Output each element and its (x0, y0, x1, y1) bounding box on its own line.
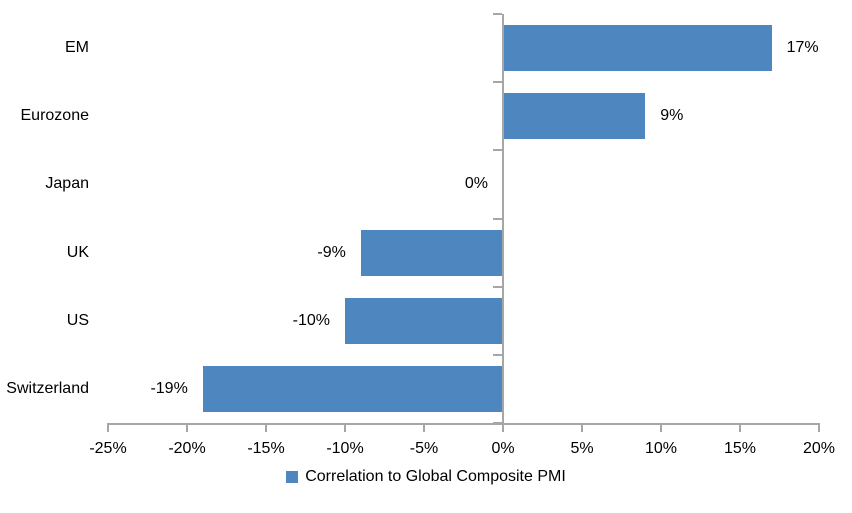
x-tick-label: 20% (802, 440, 836, 457)
value-label: 17% (786, 39, 819, 57)
category-label: US (66, 311, 89, 329)
bar (503, 25, 772, 72)
category-tick (493, 353, 502, 356)
x-tick (502, 423, 504, 432)
bar (345, 297, 503, 344)
legend-marker-icon (286, 470, 299, 483)
bar (503, 93, 646, 140)
legend: Correlation to Global Composite PMI (0, 468, 852, 485)
x-tick (423, 423, 425, 432)
x-tick (660, 423, 662, 432)
value-label: 9% (660, 107, 684, 125)
x-tick-label: -20% (168, 440, 206, 457)
category-tick (493, 285, 502, 288)
legend-label: Correlation to Global Composite PMI (305, 467, 566, 485)
x-tick (581, 423, 583, 432)
x-tick-label: 15% (723, 440, 757, 457)
category-label: Eurozone (20, 107, 90, 125)
category-label: EM (65, 39, 89, 57)
x-tick-label: -10% (326, 440, 364, 457)
category-tick (493, 13, 502, 15)
value-label: 0% (464, 175, 488, 193)
x-tick (344, 423, 346, 432)
category-tick (493, 149, 502, 152)
category-label: Japan (45, 175, 89, 193)
x-tick (107, 423, 109, 432)
value-label: -19% (150, 379, 188, 397)
x-tick-label: 5% (570, 440, 594, 457)
x-tick (818, 423, 820, 432)
x-tick-label: -5% (409, 440, 439, 457)
x-axis-line (107, 423, 820, 425)
category-tick (493, 217, 502, 220)
value-label: -10% (292, 311, 330, 329)
zero-axis-line (502, 14, 504, 425)
x-tick (186, 423, 188, 432)
x-tick-label: -25% (89, 440, 127, 457)
bar (202, 365, 503, 412)
category-tick (493, 81, 502, 84)
category-label: UK (66, 243, 89, 261)
category-label: Switzerland (6, 379, 89, 397)
x-tick-label: -15% (247, 440, 285, 457)
bar (360, 229, 503, 276)
x-tick (739, 423, 741, 432)
x-tick-label: 10% (644, 440, 678, 457)
x-tick-label: 0% (491, 440, 515, 457)
value-label: -9% (317, 243, 346, 261)
x-tick (265, 423, 267, 432)
